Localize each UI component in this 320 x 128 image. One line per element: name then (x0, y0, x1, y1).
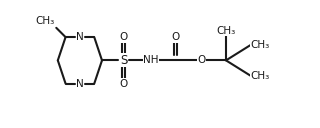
Text: CH₃: CH₃ (251, 71, 270, 81)
Text: O: O (197, 55, 205, 65)
Text: O: O (120, 32, 128, 42)
Text: O: O (120, 79, 128, 89)
Text: CH₃: CH₃ (36, 15, 55, 25)
Text: CH₃: CH₃ (216, 26, 236, 36)
Text: S: S (120, 54, 127, 67)
Text: CH₃: CH₃ (251, 40, 270, 50)
Text: NH: NH (143, 55, 159, 65)
Text: N: N (76, 79, 84, 89)
Text: N: N (76, 32, 84, 42)
Text: O: O (172, 32, 180, 42)
